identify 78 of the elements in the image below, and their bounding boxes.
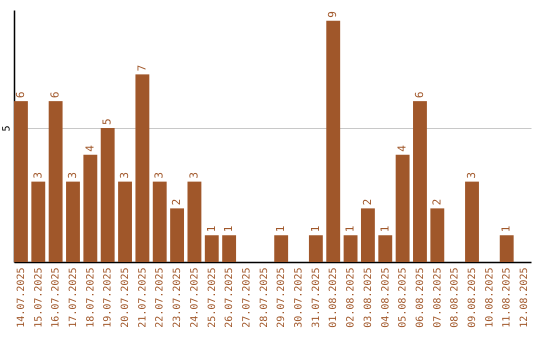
data-label: 1 (378, 226, 392, 232)
bar (465, 182, 479, 262)
bar (204, 235, 219, 262)
data-label: 1 (344, 226, 357, 232)
data-label: 4 (83, 144, 96, 152)
data-label: 1 (222, 226, 236, 232)
data-label: 9 (326, 11, 340, 18)
bar (152, 182, 167, 262)
bar (344, 235, 358, 262)
x-tick-label: 03.08.2025 (362, 268, 374, 328)
data-label: 1 (274, 226, 288, 232)
x-tick-label: 02.08.2025 (346, 268, 357, 328)
x-tick-label: 19.07.2025 (102, 268, 114, 328)
data-label: 3 (187, 172, 200, 179)
data-label: 2 (360, 198, 374, 206)
x-tick-label: 23.07.2025 (172, 268, 184, 328)
data-label: 7 (135, 64, 148, 72)
bar (31, 182, 46, 262)
bar (66, 182, 80, 262)
x-tick-label: 10.08.2025 (484, 268, 496, 328)
x-tick-label: 25.07.2025 (206, 268, 218, 328)
data-label: 4 (396, 144, 409, 152)
bar (274, 235, 288, 262)
x-tick-label: 31.07.2025 (310, 268, 322, 328)
bar (100, 128, 115, 262)
data-label: 3 (152, 172, 166, 179)
data-label: 6 (14, 92, 27, 98)
bar (360, 208, 375, 262)
bar (308, 235, 323, 262)
x-tick-label: 16.07.2025 (50, 268, 62, 328)
x-tick-label: 08.08.2025 (450, 268, 461, 328)
bar (413, 101, 427, 262)
x-tick-label: 14.07.2025 (16, 268, 27, 328)
data-label: 6 (48, 92, 62, 98)
x-tick-label: 26.07.2025 (224, 268, 236, 328)
data-label: 1 (308, 226, 322, 232)
bar (187, 182, 202, 262)
x-tick-label: 21.07.2025 (137, 268, 148, 328)
data-label: 2 (170, 198, 184, 206)
data-label: 3 (118, 172, 132, 179)
x-tick-label: 30.07.2025 (294, 268, 305, 328)
bar (500, 235, 514, 262)
bar (170, 208, 184, 262)
bar (135, 74, 150, 262)
bar (48, 101, 63, 262)
data-label: 2 (430, 198, 444, 206)
data-label: 3 (465, 172, 478, 179)
x-tick-label: 22.07.2025 (154, 268, 166, 328)
bar (378, 235, 392, 262)
x-tick-label: 05.08.2025 (398, 268, 409, 328)
x-tick-label: 18.07.2025 (85, 268, 96, 328)
x-tick-label: 29.07.2025 (276, 268, 288, 328)
bar (118, 182, 132, 262)
x-tick-label: 28.07.2025 (258, 268, 270, 328)
x-tick-label: 06.08.2025 (414, 268, 426, 328)
x-tick-label: 09.08.2025 (467, 268, 478, 328)
x-tick-label: 04.08.2025 (380, 268, 392, 328)
x-tick-label: 11.08.2025 (502, 268, 513, 328)
data-label: 3 (31, 172, 44, 179)
bar (222, 235, 236, 262)
x-tick-label: 01.08.2025 (328, 268, 340, 328)
data-label: 6 (412, 92, 426, 98)
bar (83, 154, 98, 262)
x-tick-label: 20.07.2025 (120, 268, 132, 328)
x-tick-label: 12.08.2025 (519, 268, 530, 328)
bar (326, 20, 340, 262)
x-tick-label: 27.07.2025 (241, 268, 252, 328)
bar (430, 208, 444, 262)
data-label: 1 (500, 226, 513, 232)
data-label: 1 (204, 226, 218, 232)
x-tick-label: 15.07.2025 (33, 268, 44, 328)
bar (14, 101, 28, 262)
bar (396, 154, 410, 262)
x-tick-label: 07.08.2025 (432, 268, 444, 328)
x-tick-label: 24.07.2025 (189, 268, 200, 328)
data-label: 5 (100, 118, 114, 125)
x-tick-label: 17.07.2025 (68, 268, 79, 328)
data-label: 3 (66, 172, 79, 179)
